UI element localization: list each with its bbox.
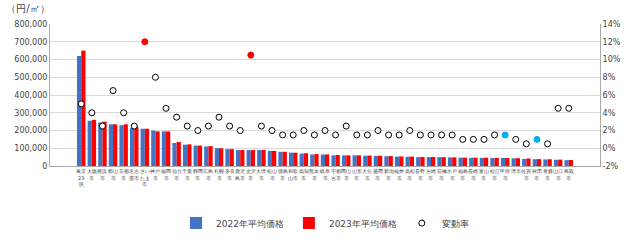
svg-text:静岡市: 静岡市 (193, 168, 203, 181)
svg-text:700,000: 700,000 (14, 38, 47, 47)
svg-text:800,000: 800,000 (14, 20, 47, 29)
svg-text:青森市: 青森市 (543, 168, 553, 181)
svg-text:長崎市: 長崎市 (468, 168, 478, 181)
svg-text:津市: 津市 (511, 168, 521, 174)
svg-text:千葉市: 千葉市 (182, 168, 192, 181)
svg-text:盛岡市: 盛岡市 (373, 168, 383, 181)
svg-text:（円/㎡）: （円/㎡） (6, 3, 49, 14)
svg-text:山形市: 山形市 (352, 168, 362, 181)
svg-text:2023年平均価格: 2023年平均価格 (329, 219, 397, 229)
svg-text:神戸市: 神戸市 (150, 168, 160, 181)
svg-text:さいたま市: さいたま市 (140, 168, 150, 187)
svg-text:前橋市: 前橋市 (437, 168, 447, 181)
svg-text:変動率: 変動率 (442, 219, 469, 229)
svg-text:新潟市: 新潟市 (384, 168, 394, 181)
svg-text:鹿児島市: 鹿児島市 (235, 168, 245, 181)
svg-text:4%: 4% (603, 109, 616, 118)
svg-text:甲府市: 甲府市 (500, 168, 510, 181)
svg-text:200,000: 200,000 (14, 126, 47, 135)
svg-text:奈良市: 奈良市 (225, 168, 235, 181)
svg-text:10%: 10% (603, 55, 621, 64)
svg-text:12%: 12% (603, 38, 621, 47)
svg-text:600,000: 600,000 (14, 55, 47, 64)
svg-text:大阪市: 大阪市 (87, 168, 97, 181)
svg-text:500,000: 500,000 (14, 73, 47, 82)
svg-text:徳島市: 徳島市 (278, 168, 288, 181)
svg-text:岐阜市: 岐阜市 (320, 168, 330, 181)
svg-text:-2%: -2% (603, 162, 619, 171)
svg-text:佐賀市: 佐賀市 (521, 168, 531, 181)
svg-text:宮崎市: 宮崎市 (426, 168, 436, 181)
svg-text:福島市: 福島市 (458, 168, 468, 181)
svg-text:岡山市: 岡山市 (341, 168, 351, 181)
svg-text:大津市: 大津市 (256, 168, 266, 181)
svg-text:富山市: 富山市 (479, 168, 489, 181)
svg-text:2022年平均価格: 2022年平均価格 (216, 219, 284, 229)
svg-text:松山市: 松山市 (267, 168, 277, 181)
svg-text:宇都宮市: 宇都宮市 (331, 168, 341, 181)
svg-text:東京23区: 東京23区 (76, 168, 86, 187)
svg-text:熊本市: 熊本市 (309, 168, 319, 181)
svg-text:鳥取市: 鳥取市 (563, 168, 574, 181)
svg-text:京都市: 京都市 (119, 168, 129, 181)
svg-text:400,000: 400,000 (14, 91, 47, 100)
svg-text:仙台市: 仙台市 (172, 168, 182, 181)
svg-text:8%: 8% (603, 73, 616, 82)
svg-text:福岡市: 福岡市 (161, 168, 171, 181)
svg-text:和歌山市: 和歌山市 (288, 168, 298, 181)
svg-text:横浜市: 横浜市 (97, 168, 107, 181)
svg-text:郡山市: 郡山市 (108, 168, 118, 181)
svg-text:松江市: 松江市 (490, 168, 500, 181)
svg-text:0: 0 (42, 162, 47, 171)
svg-text:金沢市: 金沢市 (246, 168, 256, 181)
svg-text:6%: 6% (603, 91, 616, 100)
svg-text:14%: 14% (603, 20, 621, 29)
svg-text:高松市: 高松市 (405, 168, 415, 181)
svg-text:福井市: 福井市 (394, 168, 404, 181)
svg-text:300,000: 300,000 (14, 109, 47, 118)
svg-text:広島市: 広島市 (203, 168, 213, 181)
svg-text:山口市: 山口市 (553, 168, 563, 181)
svg-text:2%: 2% (603, 126, 616, 135)
svg-text:札幌市: 札幌市 (214, 168, 224, 181)
svg-text:100,000: 100,000 (14, 144, 47, 153)
svg-text:0%: 0% (603, 144, 616, 153)
svg-text:秋田市: 秋田市 (532, 168, 542, 181)
svg-text:長野市: 長野市 (415, 168, 425, 181)
svg-text:水戸市: 水戸市 (447, 168, 457, 181)
svg-text:大分市: 大分市 (362, 168, 372, 181)
svg-text:高知市: 高知市 (299, 168, 309, 181)
svg-text:名古屋市: 名古屋市 (129, 168, 139, 181)
